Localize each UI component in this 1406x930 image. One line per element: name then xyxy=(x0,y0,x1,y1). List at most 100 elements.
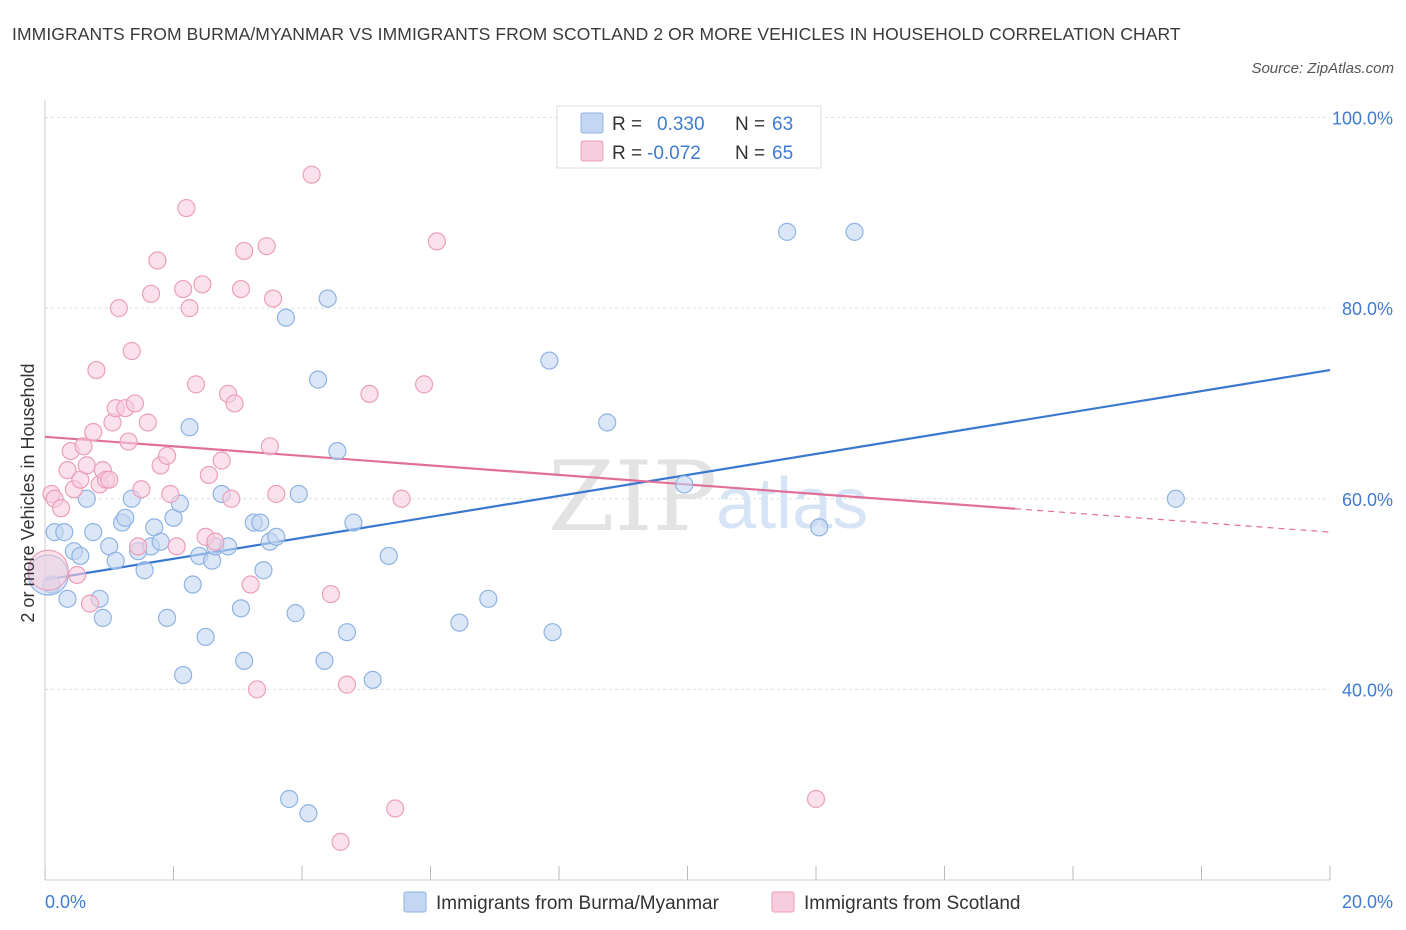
legend-n-label-burma: N = xyxy=(735,114,765,135)
point-burma-40 xyxy=(286,604,305,623)
x-tick-label-1: 20.0% xyxy=(1342,892,1393,912)
trend-line-extension-1 xyxy=(1015,508,1331,533)
legend-n-label-scotland: N = xyxy=(735,143,765,164)
point-burma-32 xyxy=(231,599,251,618)
point-scotland-25 xyxy=(129,537,148,556)
point-scotland-45 xyxy=(225,394,244,413)
point-burma-39 xyxy=(276,308,296,327)
point-burma-6 xyxy=(77,489,96,508)
point-burma-59 xyxy=(810,518,829,537)
point-scotland-24 xyxy=(125,394,145,413)
point-scotland-36 xyxy=(180,299,199,318)
point-scotland-9 xyxy=(74,437,93,456)
point-scotland-60 xyxy=(392,489,411,508)
legend-n-value-scotland: 65 xyxy=(772,143,793,164)
point-burma-35 xyxy=(251,513,270,532)
point-burma-20 xyxy=(157,608,177,627)
point-scotland-29 xyxy=(148,251,167,270)
legend-r-label-scotland: R = xyxy=(612,143,642,164)
point-burma-50 xyxy=(363,670,382,689)
point-scotland-49 xyxy=(247,680,267,699)
point-scotland-32 xyxy=(161,484,180,504)
point-burma-48 xyxy=(337,623,357,642)
point-scotland-37 xyxy=(186,375,206,394)
point-scotland-12 xyxy=(84,422,103,442)
legend-r-label-burma: R = xyxy=(612,114,642,135)
point-scotland-10 xyxy=(77,456,96,475)
point-scotland-22 xyxy=(119,432,138,451)
point-scotland-52 xyxy=(263,289,283,308)
series-legend: Immigrants from Burma/Myanmar Immigrants… xyxy=(403,891,1020,914)
point-burma-42 xyxy=(280,789,299,809)
point-burma-56 xyxy=(598,413,617,432)
y-tick-label-2: 80.0% xyxy=(1342,299,1393,319)
point-scotland-23 xyxy=(122,341,141,361)
point-burma-60 xyxy=(845,222,864,241)
point-scotland-56 xyxy=(331,832,350,851)
point-burma-41 xyxy=(289,484,308,504)
point-scotland-47 xyxy=(235,241,254,261)
point-burma-19 xyxy=(151,532,170,551)
point-scotland-0 xyxy=(27,549,69,591)
point-scotland-3 xyxy=(51,499,71,518)
point-scotland-42 xyxy=(212,451,231,470)
point-scotland-26 xyxy=(132,480,151,499)
series-legend-swatch-scotland xyxy=(771,891,795,913)
y-axis-label: 2 or more Vehicles in Household xyxy=(18,363,38,622)
point-scotland-50 xyxy=(257,237,276,256)
point-scotland-61 xyxy=(414,375,434,394)
series-legend-label-scotland: Immigrants from Scotland xyxy=(804,893,1020,914)
point-scotland-48 xyxy=(241,575,260,594)
point-burma-46 xyxy=(318,289,337,308)
point-scotland-57 xyxy=(337,675,357,694)
point-scotland-55 xyxy=(321,584,341,604)
point-burma-16 xyxy=(135,561,154,580)
point-burma-2 xyxy=(55,523,74,542)
point-burma-24 xyxy=(180,418,199,437)
point-scotland-44 xyxy=(222,489,241,508)
legend-n-value-burma: 63 xyxy=(772,114,793,135)
trend-lines xyxy=(44,368,1331,581)
legend-swatch-scotland xyxy=(580,140,604,162)
point-burma-45 xyxy=(315,651,334,670)
series-legend-swatch-burma xyxy=(403,891,427,913)
point-burma-25 xyxy=(183,575,202,594)
data-points xyxy=(27,108,1185,851)
series-legend-label-burma: Immigrants from Burma/Myanmar xyxy=(436,893,720,914)
point-scotland-13 xyxy=(87,360,106,380)
point-burma-44 xyxy=(308,370,328,389)
point-burma-52 xyxy=(450,613,469,632)
legend-r-value-scotland: -0.072 xyxy=(647,143,701,164)
point-scotland-53 xyxy=(267,484,286,504)
point-scotland-41 xyxy=(206,532,225,551)
point-scotland-62 xyxy=(427,232,447,251)
x-tick-label-0: 0.0% xyxy=(45,892,86,912)
watermark-atlas: atlas xyxy=(716,464,868,544)
point-scotland-31 xyxy=(157,446,177,465)
watermark-zip: ZIP xyxy=(548,441,717,553)
chart-source: Source: ZipAtlas.com xyxy=(1251,60,1394,77)
point-burma-58 xyxy=(777,222,797,241)
point-scotland-59 xyxy=(386,799,405,818)
y-tick-label-3: 100.0% xyxy=(1332,109,1393,129)
point-burma-5 xyxy=(71,546,90,566)
point-scotland-64 xyxy=(806,789,826,809)
point-scotland-17 xyxy=(100,470,119,489)
point-burma-49 xyxy=(344,513,363,532)
y-tick-label-1: 60.0% xyxy=(1342,490,1393,510)
point-scotland-35 xyxy=(177,198,196,218)
point-burma-43 xyxy=(299,804,318,823)
point-burma-61 xyxy=(1166,489,1185,508)
point-burma-23 xyxy=(174,665,193,685)
point-scotland-38 xyxy=(193,275,212,294)
point-burma-54 xyxy=(540,351,559,370)
point-burma-53 xyxy=(479,589,498,608)
y-tick-labels: 40.0% 60.0% 80.0% 100.0% xyxy=(1332,109,1393,701)
point-scotland-4 xyxy=(58,461,77,480)
point-scotland-54 xyxy=(302,165,321,184)
point-burma-38 xyxy=(267,527,286,546)
point-scotland-33 xyxy=(167,537,186,556)
point-burma-3 xyxy=(58,589,77,608)
legend-r-value-burma: 0.330 xyxy=(657,114,705,135)
